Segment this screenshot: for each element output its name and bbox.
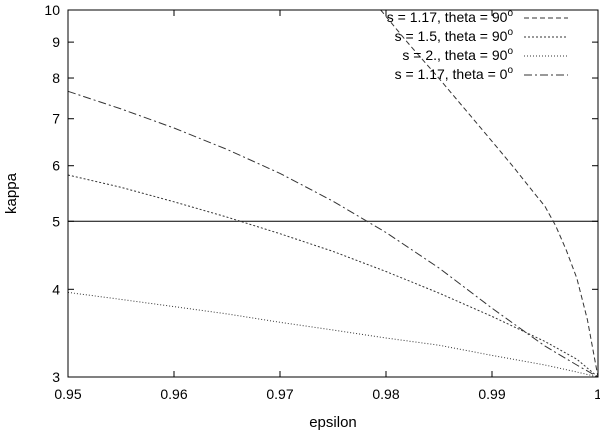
series-line-4 <box>67 90 599 378</box>
series-layer <box>67 9 599 378</box>
y-tick-label: 9 <box>52 34 60 50</box>
x-tick-label: 0.98 <box>372 386 399 402</box>
legend-label-1: s = 1.17, theta = 90o <box>387 8 514 25</box>
y-tick-label: 4 <box>52 281 60 297</box>
y-tick-label: 5 <box>52 213 60 229</box>
x-tick-label: 0.95 <box>54 386 81 402</box>
y-tick-label: 10 <box>44 2 60 18</box>
x-tick-label: 0.99 <box>478 386 505 402</box>
series-line-2 <box>67 174 599 378</box>
legend-label-3: s = 2., theta = 90o <box>402 46 513 63</box>
x-tick-label: 1 <box>594 386 600 402</box>
legend-label-2: s = 1.5, theta = 90o <box>395 27 514 44</box>
x-tick-label: 0.97 <box>266 386 293 402</box>
y-tick-label: 3 <box>52 369 60 385</box>
ticks-layer: 0.95 0.96 0.97 0.98 0.99 1 3 4 5 6 7 8 9 10 <box>44 2 600 402</box>
series-line-3 <box>67 291 599 378</box>
y-tick-label: 7 <box>52 111 60 127</box>
legend-label-4: s = 1.17, theta = 0o <box>395 65 514 82</box>
series-line-1 <box>380 9 599 378</box>
x-axis-label: epsilon <box>309 414 357 431</box>
plot-frame <box>67 9 599 378</box>
y-tick-label: 8 <box>52 70 60 86</box>
legend: s = 1.17, theta = 90o s = 1.5, theta = 90… <box>387 8 568 82</box>
y-axis-label: kappa <box>3 172 20 214</box>
y-tick-label: 6 <box>52 158 60 174</box>
x-tick-label: 0.96 <box>160 386 187 402</box>
